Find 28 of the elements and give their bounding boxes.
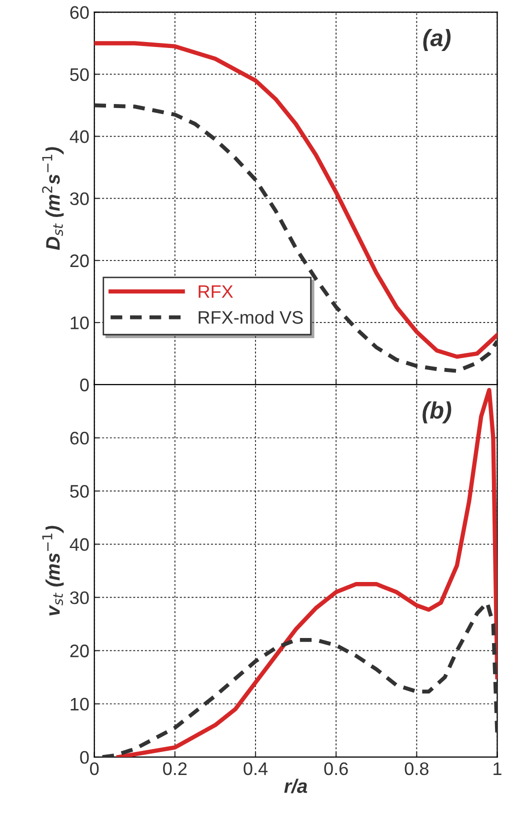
x-axis-title: r/a — [284, 778, 308, 794]
annotation: (b) — [422, 401, 452, 424]
y-tick-label: 60 — [70, 432, 89, 445]
legend-label: RFX — [198, 285, 233, 298]
legend-label: RFX-mod VS — [198, 310, 303, 324]
x-tick-label: 0 — [90, 762, 99, 776]
y-tick-label: 50 — [70, 68, 89, 81]
annotation: (a) — [423, 28, 451, 51]
x-tick-label: 1 — [494, 762, 502, 775]
y-tick-label: 40 — [70, 130, 89, 144]
y-tick-label: 50 — [70, 484, 89, 498]
y-axis-title: D$_{st}$ (m$^{2}$s$^{−1}$) — [42, 147, 64, 250]
y-tick-label: 20 — [70, 254, 89, 268]
y-tick-label: 40 — [70, 538, 89, 551]
x-tick-label: 0.6 — [324, 762, 348, 776]
y-tick-label: 20 — [70, 644, 89, 658]
y-tick-label: 0 — [80, 378, 89, 392]
y-tick-label: 10 — [70, 698, 89, 711]
y-tick-label: 30 — [70, 192, 89, 206]
line-series — [116, 388, 498, 758]
y-tick-label: 30 — [70, 591, 89, 604]
y-axis-title: v$_{st}$ (ms$^{−1}$) — [42, 526, 64, 616]
y-tick-label: 10 — [70, 316, 89, 330]
x-tick-label: 0.2 — [163, 762, 187, 776]
x-tick-label: 0.4 — [244, 762, 268, 776]
y-tick-label: 60 — [70, 6, 89, 19]
y-tick-label: 0 — [80, 750, 89, 764]
x-tick-label: 0.8 — [404, 762, 428, 776]
